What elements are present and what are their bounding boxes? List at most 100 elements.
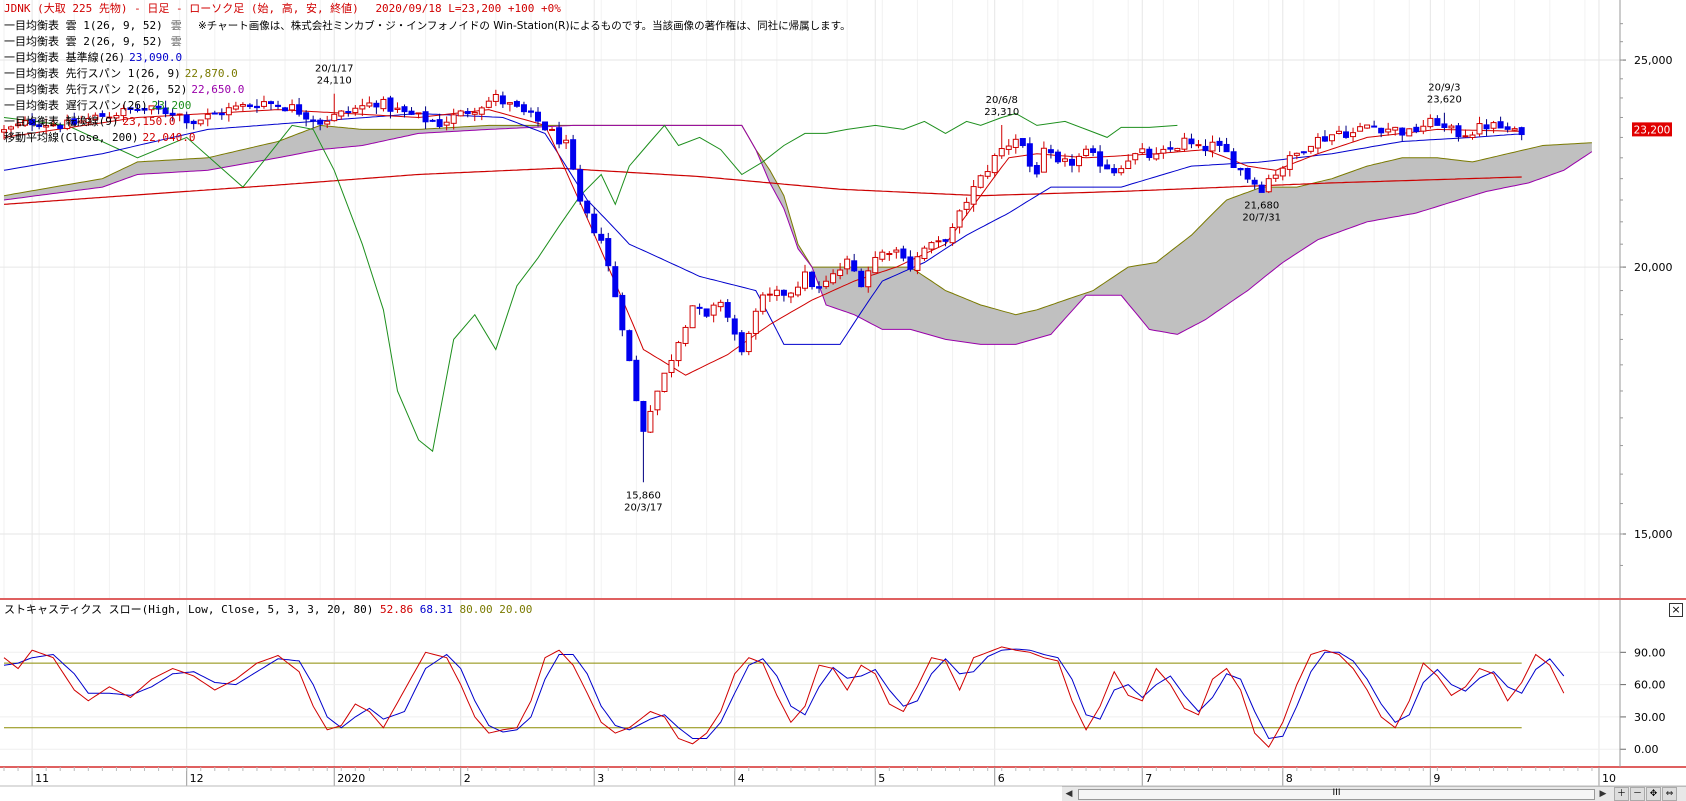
scroll-thumb[interactable]: III	[1078, 788, 1595, 800]
candle-up	[921, 247, 928, 260]
stoch-upper-value: 80.00	[459, 603, 493, 616]
close-icon[interactable]: ×	[1669, 603, 1683, 617]
candle-up	[506, 102, 513, 105]
candle-up	[1328, 134, 1335, 142]
candle-up	[239, 104, 246, 107]
candle-up	[689, 305, 696, 329]
stoch-y-tick-label: 30.00	[1634, 711, 1666, 724]
candle-up	[675, 342, 682, 362]
scroll-right-icon[interactable]: ▶	[1599, 789, 1607, 799]
candle-down	[584, 200, 591, 214]
candle-up	[1448, 125, 1455, 129]
candle-up	[1336, 130, 1342, 134]
candle-up	[1118, 168, 1125, 174]
candle-down	[1343, 131, 1350, 138]
candle-up	[1462, 135, 1469, 138]
candle-up	[977, 175, 984, 188]
candle-down	[591, 213, 598, 234]
candle-up	[668, 359, 675, 373]
horizontal-scrollbar[interactable]: ◀ III ▶	[1062, 786, 1686, 801]
candle-up	[865, 270, 872, 288]
candle-down	[1441, 123, 1448, 128]
candle-up	[324, 120, 331, 125]
candle-up	[1420, 125, 1427, 132]
candle-down	[373, 102, 380, 108]
scroll-left-icon[interactable]: ◀	[1065, 789, 1073, 799]
candle-up	[1209, 141, 1216, 152]
candle-up	[92, 114, 99, 120]
candle-down	[809, 271, 816, 288]
candle-down	[640, 400, 647, 432]
candle-up	[1153, 153, 1160, 160]
candle-down	[1111, 168, 1118, 174]
candle-up	[802, 271, 808, 289]
candle-up	[415, 112, 422, 115]
candle-up	[1139, 148, 1146, 154]
candle-down	[1097, 151, 1104, 167]
candle-down	[1237, 168, 1244, 171]
candle-down	[499, 95, 506, 105]
candle-up	[661, 372, 668, 392]
candle-down	[310, 119, 317, 122]
candle-down	[1146, 148, 1153, 159]
candle-down	[851, 260, 858, 272]
candle-up	[844, 258, 851, 270]
price-tag-bg	[1632, 122, 1672, 137]
legend-value: 22,870.0	[184, 67, 238, 80]
candle-up	[8, 126, 15, 130]
x-tick-label: 2	[464, 772, 471, 785]
candle-up	[394, 107, 401, 110]
price-tag-label: 23,200	[1634, 124, 1671, 136]
candle-down	[1497, 121, 1504, 129]
candle-up	[443, 121, 450, 126]
candle-up	[970, 186, 977, 205]
candle-down	[1300, 151, 1307, 154]
legend-row: 移動平均線(Close, 200) 22,040.0	[4, 130, 248, 146]
candle-down	[907, 256, 914, 270]
candle-down	[1188, 138, 1195, 145]
candle-up	[1040, 147, 1047, 173]
candle-down	[696, 306, 703, 309]
candle-up	[1125, 160, 1132, 169]
senkou-span-1-line	[3, 124, 1592, 316]
candle-up	[794, 286, 801, 296]
candle-up	[998, 148, 1005, 157]
candle-down	[577, 169, 584, 202]
candle-up	[260, 101, 267, 107]
grid-group	[0, 0, 1620, 768]
candle-up	[1490, 122, 1497, 129]
candle-up	[563, 139, 570, 144]
candle-up	[1385, 128, 1392, 133]
candle-up	[232, 105, 239, 110]
candle-down	[275, 104, 282, 107]
candle-up	[1286, 155, 1293, 170]
candle-down	[942, 239, 949, 242]
x-tick-label: 3	[597, 772, 604, 785]
candle-down	[1413, 126, 1420, 133]
candle-down	[183, 114, 190, 124]
candle-down	[816, 286, 823, 289]
candle-down	[464, 111, 471, 115]
candle-down	[542, 121, 549, 131]
candle-down	[71, 118, 78, 125]
pan-icon[interactable]: ✥	[1646, 787, 1661, 801]
legend-suffix: 雲	[170, 35, 182, 48]
x-tick-label: 8	[1286, 772, 1293, 785]
candle-up	[710, 304, 717, 316]
candle-up	[1279, 167, 1286, 177]
candle-down	[1230, 151, 1237, 169]
candle-down	[1483, 124, 1490, 130]
legend-label: 一目均衡表 先行スパン 1(26, 9)	[4, 67, 181, 80]
candle-up	[176, 113, 183, 116]
zoom-out-icon[interactable]: －	[1630, 787, 1645, 801]
zoom-in-icon[interactable]: ＋	[1614, 787, 1629, 801]
candle-down	[429, 119, 436, 122]
fit-icon[interactable]: ⇔	[1662, 787, 1677, 801]
candle-up	[1293, 152, 1300, 156]
candle-down	[1434, 118, 1441, 126]
candle-up	[1132, 153, 1139, 161]
copyright-note: ※チャート画像は、株式会社ミンカブ・ジ・インフォノイドの Win-Station…	[198, 20, 851, 32]
candle-up	[991, 154, 998, 174]
candle-up	[1307, 145, 1314, 152]
